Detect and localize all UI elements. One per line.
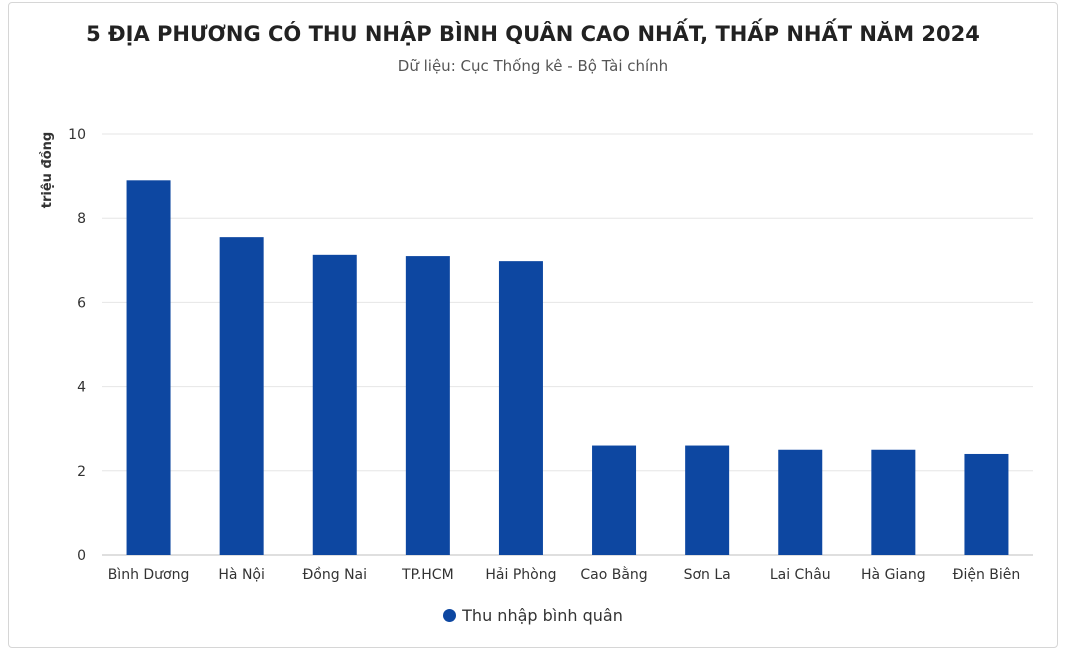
x-tick-label: Hà Giang [861,567,926,583]
x-tick-label: Hải Phòng [485,567,556,583]
chart-subtitle: Dữ liệu: Cục Thống kê - Bộ Tài chính [397,57,669,75]
y-axis-label: triệu đồng [40,132,55,208]
y-tick-label: 6 [77,295,86,311]
y-tick-label: 0 [77,548,86,564]
y-tick-label: 10 [68,127,86,143]
x-tick-label: Cao Bằng [580,566,647,583]
bar[interactable] [405,256,450,555]
legend[interactable]: Thu nhập bình quân [0,606,1066,625]
y-axis-ticks: 0 2 4 6 8 10 [68,127,86,564]
bar[interactable] [498,261,543,555]
x-tick-label: Hà Nội [218,567,264,583]
y-tick-label: 4 [77,380,86,396]
x-tick-label: Lai Châu [770,567,831,583]
x-tick-label: Bình Dương [108,567,190,583]
x-tick-label: Điện Biên [953,567,1021,583]
chart-title: 5 ĐỊA PHƯƠNG CÓ THU NHẬP BÌNH QUÂN CAO N… [86,22,980,46]
bar[interactable] [964,453,1009,555]
bar[interactable] [312,254,357,555]
x-tick-label: TP.HCM [401,567,454,583]
bar[interactable] [685,445,730,555]
bar[interactable] [871,449,916,555]
bar[interactable] [778,449,823,555]
x-tick-label: Đồng Nai [302,566,367,583]
bar[interactable] [219,237,264,555]
y-tick-label: 8 [77,211,86,227]
bar[interactable] [126,180,171,555]
x-tick-label: Sơn La [684,567,731,583]
bar[interactable] [592,445,637,555]
legend-label: Thu nhập bình quân [462,606,623,625]
y-tick-label: 2 [77,464,86,480]
x-axis-ticks: Bình Dương Hà Nội Đồng Nai TP.HCM Hải Phòng C… [108,566,1021,583]
bars [126,180,1009,555]
legend-marker-icon [443,609,457,622]
